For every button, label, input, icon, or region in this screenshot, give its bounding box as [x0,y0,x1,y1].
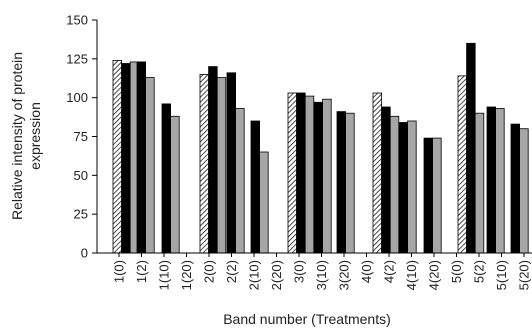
y-tick-label: 50 [74,168,88,183]
y-tick-label: 100 [66,90,88,105]
x-tick-label: 5(20) [517,260,532,290]
bar-group-10-bar-1 [372,92,383,254]
bar-group-11-bar-1 [398,122,409,254]
bar-group-15-bar-1 [510,123,521,254]
x-tick-label: 3(10) [314,260,329,290]
bar-group-2-bar-1 [136,61,147,254]
bar-group-9-bar-1 [336,111,347,254]
x-tick-label: 2(10) [247,260,262,290]
bar-group-1-bar-1 [112,60,123,254]
x-tick-label: 1(2) [134,260,149,283]
x-axis: 1(0) 1(2) 1(10) 1(20) 2(0) 2(2) 2(10) 2(20) 3(0)… [97,252,532,290]
bars-layer [112,42,529,254]
y-axis-title-line-1: Relative intensity of protein [9,52,25,220]
x-tick-label: 1(20) [179,260,194,290]
bar-group-3-bar-2 [170,115,180,254]
bar-group-3-bar-1 [161,103,172,254]
bar-group-5-bar-2 [235,108,245,254]
bar-group-12-bar-1 [423,137,434,254]
x-tick-label: 1(0) [112,260,127,283]
bar-group-9-bar-2 [345,112,355,254]
bar-group-5-bar-1 [226,72,237,254]
bar-group-12-bar-2 [432,137,442,254]
bar-group-7-bar-3 [304,95,315,254]
bar-group-7-bar-1 [287,92,298,254]
y-tick-label: 150 [66,13,88,28]
bar-group-6-bar-2 [259,151,269,254]
x-tick-label: 2(0) [202,260,217,283]
x-tick-label: 3(0) [292,260,307,283]
x-tick-label: 2(20) [269,260,284,290]
x-tick-label: 5(10) [494,260,509,290]
y-tick-label: 75 [74,129,88,144]
bar-group-13-bar-2 [466,42,476,254]
y-axis-title-line-2: expression [27,102,43,170]
bar-group-1-bar-2 [121,63,131,254]
y-tick-label: 125 [66,51,88,66]
x-tick-label: 4(0) [359,260,374,283]
bar-group-8-bar-1 [313,101,324,254]
x-axis-title: Band number (Treatments) [223,311,391,327]
bar-group-7-bar-2 [296,92,306,254]
bar-group-8-bar-2 [322,98,332,254]
x-tick-label: 5(2) [472,260,487,283]
bar-group-13-bar-1 [457,75,468,254]
bar-group-10-bar-2 [381,106,391,254]
x-tick-label: 1(10) [157,260,172,290]
y-tick-label: 0 [81,246,88,261]
bar-group-13-bar-3 [474,112,485,254]
bar-group-10-bar-3 [389,115,400,254]
bar-group-15-bar-2 [519,128,529,254]
y-axis: 0 25 50 75 100 125 150 [66,13,98,261]
bar-group-2-bar-2 [145,77,155,254]
bar-group-14-bar-2 [495,108,505,254]
x-tick-label: 4(20) [427,260,442,290]
x-tick-label: 4(10) [404,260,419,290]
y-tick-label: 25 [74,207,88,222]
x-tick-label: 3(20) [337,260,352,290]
x-tick-label: 2(2) [224,260,239,283]
bar-group-14-bar-1 [486,106,497,254]
bar-group-11-bar-2 [407,120,417,254]
x-tick-label: 5(0) [449,260,464,283]
bar-group-4-bar-1 [199,74,210,254]
bar-group-4-bar-3 [216,77,227,254]
bar-group-6-bar-1 [250,120,261,254]
bar-group-4-bar-2 [208,66,218,254]
x-tick-label: 4(2) [382,260,397,283]
